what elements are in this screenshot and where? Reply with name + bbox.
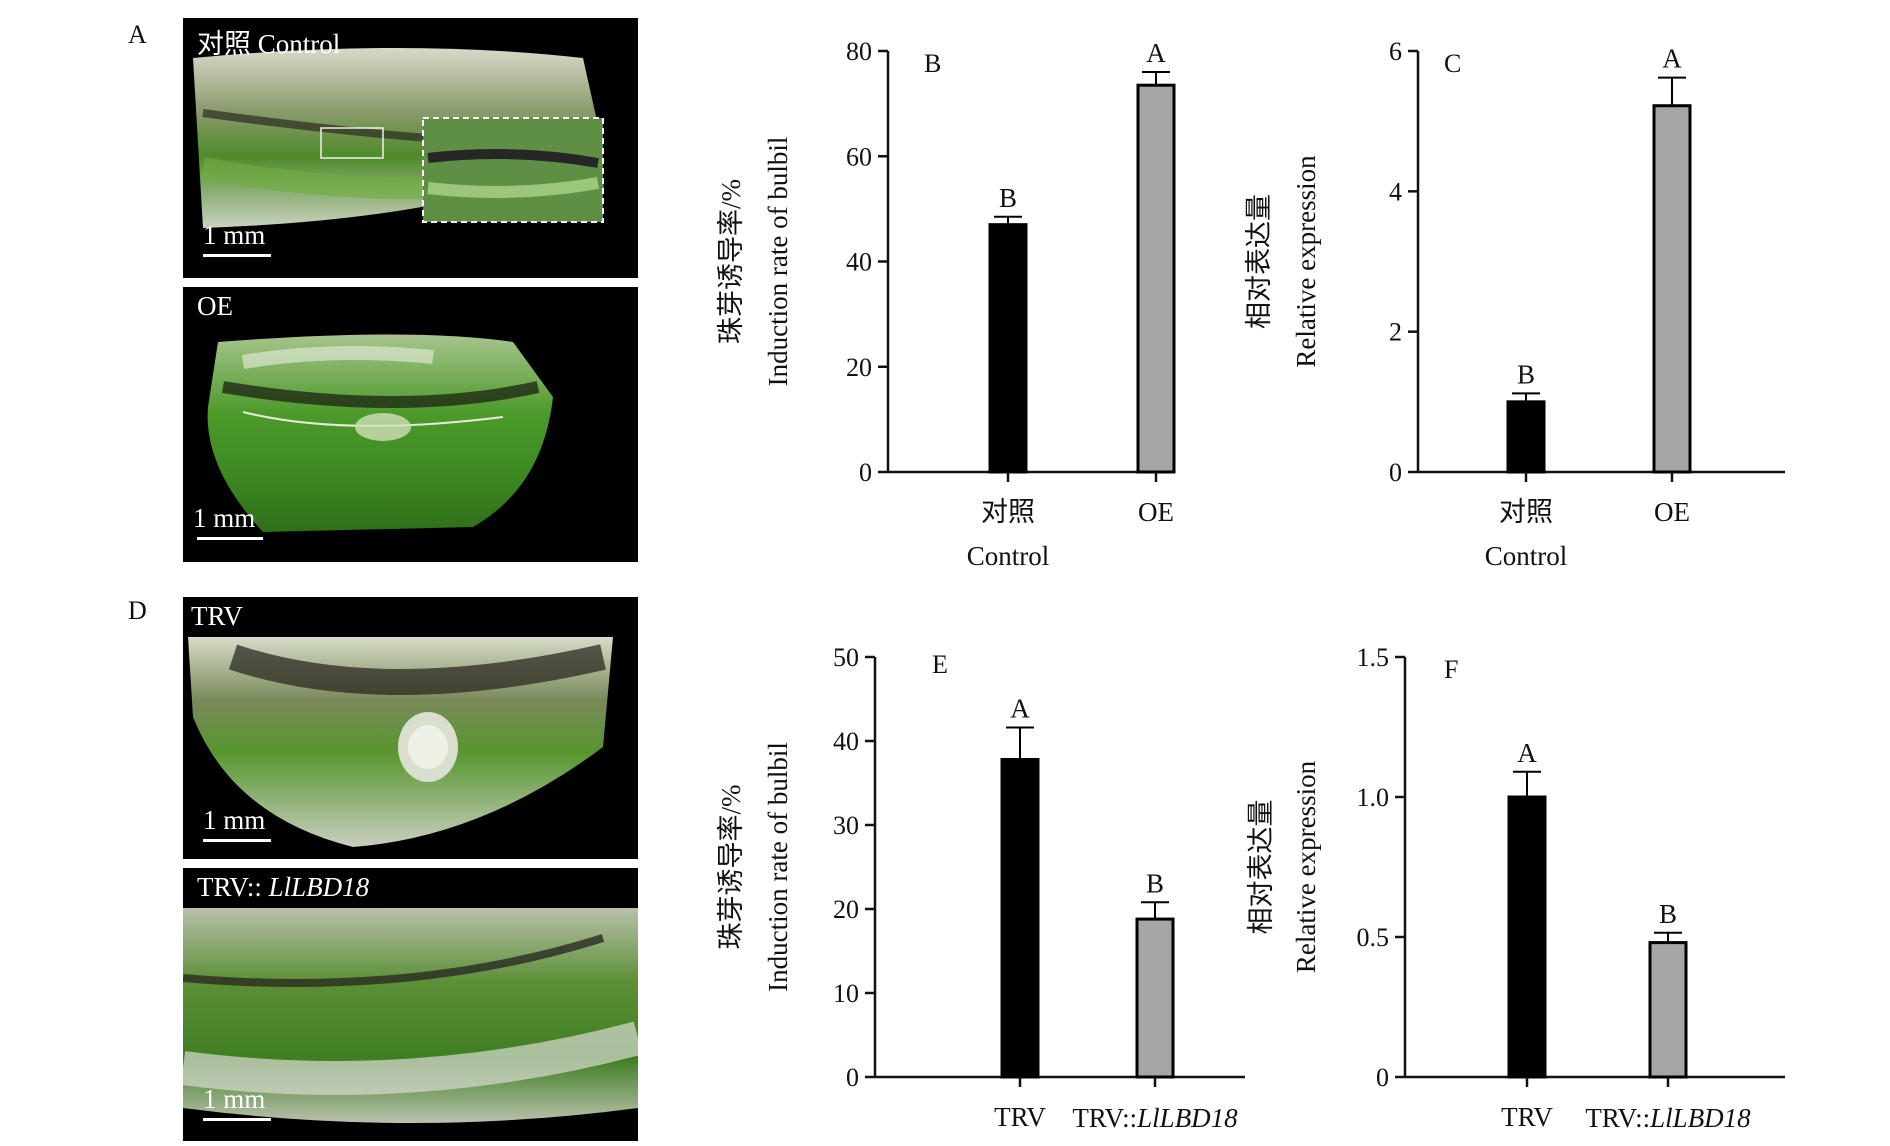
panel-letter: F xyxy=(1444,655,1458,684)
significance-letter: A xyxy=(1146,38,1166,68)
significance-letter: A xyxy=(1010,694,1030,724)
photo-trv-lbd18-image xyxy=(183,908,638,1123)
photo-control: 对照 Control 1 mm xyxy=(183,18,638,278)
y-axis-label: Induction rate of bulbil xyxy=(763,137,793,387)
y-tick-label: 0 xyxy=(1389,458,1402,487)
y-tick-label: 30 xyxy=(833,811,859,840)
y-tick-label: 40 xyxy=(833,727,859,756)
panel-letter: C xyxy=(1444,49,1461,78)
y-axis-label: Relative expression xyxy=(1291,760,1321,973)
x-tick-label: OE xyxy=(1654,497,1690,527)
y-tick-label: 50 xyxy=(833,643,859,672)
panel-label-d: D xyxy=(128,596,147,625)
significance-letter: B xyxy=(1659,899,1677,929)
y-tick-label: 0 xyxy=(846,1063,859,1092)
x-tick-label: TRV::LlLBD18 xyxy=(1072,1103,1238,1133)
x-tick-label: TRV::LlLBD18 xyxy=(1585,1103,1751,1133)
scale-label: 1 mm xyxy=(193,503,256,533)
chart-f: 0 0.5 1.0 1.5 F 相对表达量 Relative expression A TRV B… xyxy=(1246,643,1785,1133)
bar xyxy=(1000,757,1040,1079)
x-tick-label: TRV xyxy=(1501,1102,1553,1132)
photo-oe-image xyxy=(207,334,553,532)
y-tick-label: 1.0 xyxy=(1357,783,1390,812)
scale-bar xyxy=(203,254,271,257)
photo-oe: OE 1 mm xyxy=(183,287,638,562)
photo-control-image xyxy=(193,48,605,228)
y-tick-label: 1.5 xyxy=(1357,643,1390,672)
x-tick-label: Control xyxy=(1485,541,1568,571)
y-tick-label: 80 xyxy=(846,37,872,66)
photo-trv: TRV 1 mm xyxy=(183,597,638,859)
x-tick-label: 对照 xyxy=(981,497,1035,527)
panel-letter: E xyxy=(932,650,948,679)
y-tick-label: 4 xyxy=(1389,177,1402,206)
y-tick-label: 0 xyxy=(859,458,872,487)
scale-label: 1 mm xyxy=(203,1084,266,1114)
bar xyxy=(1652,104,1692,474)
bar xyxy=(1136,83,1176,474)
y-tick-label: 20 xyxy=(846,353,872,382)
y-tick-label: 20 xyxy=(833,895,859,924)
scale-bar xyxy=(197,537,263,540)
significance-letter: B xyxy=(1146,868,1164,898)
photo-caption: OE xyxy=(197,291,233,321)
chart-b: 0 20 40 60 80 B 珠芽诱导率/% Induction rate of bulbi… xyxy=(716,37,1176,571)
bar xyxy=(1648,941,1688,1079)
y-axis-label: 珠芽诱导率/% xyxy=(716,179,746,344)
scale-label: 1 mm xyxy=(203,805,266,835)
y-tick-label: 0.5 xyxy=(1357,923,1390,952)
panel-label-a: A xyxy=(128,20,147,49)
y-tick-label: 6 xyxy=(1389,37,1402,66)
y-axis-label: Relative expression xyxy=(1291,155,1321,368)
photo-trv-image xyxy=(188,637,613,847)
significance-letter: B xyxy=(999,183,1017,213)
chart-c: 0 2 4 6 C 相对表达量 Relative expression B 对照 Control A… xyxy=(1244,37,1785,571)
y-axis-label: 相对表达量 xyxy=(1246,800,1276,935)
y-tick-label: 0 xyxy=(1376,1063,1389,1092)
bar xyxy=(1506,400,1546,474)
photo-caption: TRV:: LlLBD18 xyxy=(197,872,369,903)
y-axis-label: 珠芽诱导率/% xyxy=(716,785,746,950)
scale-bar xyxy=(203,1118,271,1121)
y-tick-label: 60 xyxy=(846,142,872,171)
bar xyxy=(988,223,1028,474)
x-tick-label: Control xyxy=(967,541,1050,571)
photo-caption: 对照 Control xyxy=(197,29,341,59)
scale-bar xyxy=(203,839,271,842)
caption-prefix: TRV:: xyxy=(197,872,269,902)
caption-gene: LlLBD18 xyxy=(268,872,370,902)
y-axis-label: Induction rate of bulbil xyxy=(763,742,793,992)
bar xyxy=(1507,795,1547,1079)
y-tick-label: 2 xyxy=(1389,318,1402,347)
y-axis-label: 相对表达量 xyxy=(1244,194,1274,329)
panel-letter: B xyxy=(924,49,941,78)
x-tick-label: OE xyxy=(1138,497,1174,527)
significance-letter: A xyxy=(1662,44,1682,74)
y-tick-label: 40 xyxy=(846,248,872,277)
bar xyxy=(1135,917,1175,1079)
x-tick-label: TRV xyxy=(994,1102,1046,1132)
scale-label: 1 mm xyxy=(203,220,266,250)
chart-e: 0 10 20 30 40 50 E 珠芽诱导率/% Induction rate of bul… xyxy=(716,643,1245,1133)
significance-letter: A xyxy=(1517,738,1537,768)
significance-letter: B xyxy=(1517,359,1535,389)
photo-trv-lbd18: TRV:: LlLBD18 1 mm xyxy=(183,868,638,1141)
x-tick-label: 对照 xyxy=(1499,497,1553,527)
y-tick-label: 10 xyxy=(833,979,859,1008)
photo-caption: TRV xyxy=(191,601,243,631)
